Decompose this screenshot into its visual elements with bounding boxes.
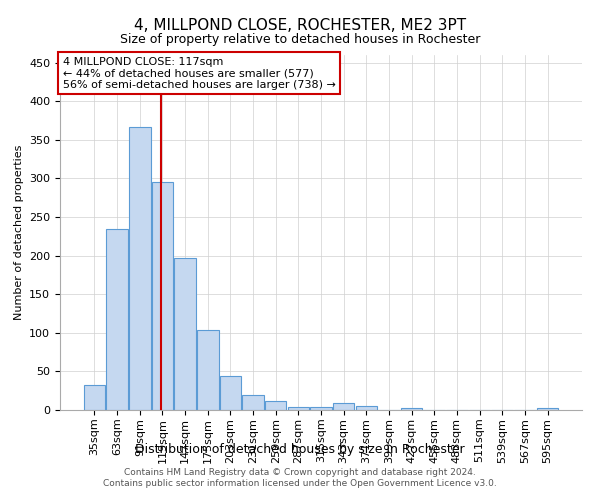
Bar — [537, 408, 558, 410]
Bar — [197, 330, 218, 410]
Text: Distribution of detached houses by size in Rochester: Distribution of detached houses by size … — [135, 442, 465, 456]
Text: Contains HM Land Registry data © Crown copyright and database right 2024.
Contai: Contains HM Land Registry data © Crown c… — [103, 468, 497, 487]
Text: 4 MILLPOND CLOSE: 117sqm
← 44% of detached houses are smaller (577)
56% of semi-: 4 MILLPOND CLOSE: 117sqm ← 44% of detach… — [62, 57, 335, 90]
Text: 4, MILLPOND CLOSE, ROCHESTER, ME2 3PT: 4, MILLPOND CLOSE, ROCHESTER, ME2 3PT — [134, 18, 466, 32]
Bar — [220, 376, 241, 410]
Bar — [152, 182, 173, 410]
Bar — [106, 228, 128, 410]
Bar — [356, 406, 377, 410]
Bar — [175, 258, 196, 410]
Bar — [84, 386, 105, 410]
Bar — [287, 407, 309, 410]
Bar — [310, 407, 332, 410]
Bar — [242, 396, 264, 410]
Y-axis label: Number of detached properties: Number of detached properties — [14, 145, 23, 320]
Bar — [401, 408, 422, 410]
Bar — [333, 403, 355, 410]
Text: Size of property relative to detached houses in Rochester: Size of property relative to detached ho… — [120, 32, 480, 46]
Bar — [129, 127, 151, 410]
Bar — [265, 400, 286, 410]
